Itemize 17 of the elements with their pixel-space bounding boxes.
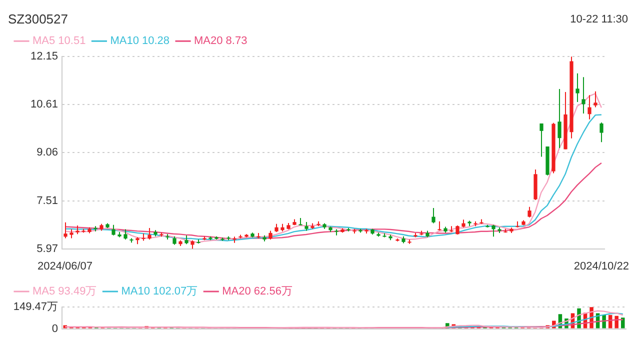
legend-label: MA5 10.51 bbox=[32, 35, 86, 48]
y-tick-label: 7.51 bbox=[36, 194, 58, 207]
y-tick-label: 5.97 bbox=[36, 242, 58, 255]
legend-label: MA20 8.73 bbox=[194, 35, 248, 48]
y-tick-label: 10.61 bbox=[30, 98, 58, 111]
y-tick-label: 149.47万 bbox=[13, 301, 58, 314]
legend-label: MA10 10.28 bbox=[110, 35, 170, 48]
legend-label: MA10 102.07万 bbox=[121, 286, 198, 298]
y-tick-label: 0 bbox=[52, 322, 58, 335]
y-tick-label: 12.15 bbox=[30, 50, 58, 63]
x-tick-label: 2024/10/22 bbox=[574, 260, 629, 272]
legend-label: MA20 62.56万 bbox=[222, 286, 292, 298]
y-tick-label: 9.06 bbox=[36, 146, 58, 159]
chart-title: SZ300527 bbox=[8, 11, 68, 26]
legend-label: MA5 93.49万 bbox=[32, 286, 97, 298]
text: 10-22 11:30 bbox=[570, 14, 628, 26]
x-tick-label: 2024/06/07 bbox=[37, 260, 93, 272]
